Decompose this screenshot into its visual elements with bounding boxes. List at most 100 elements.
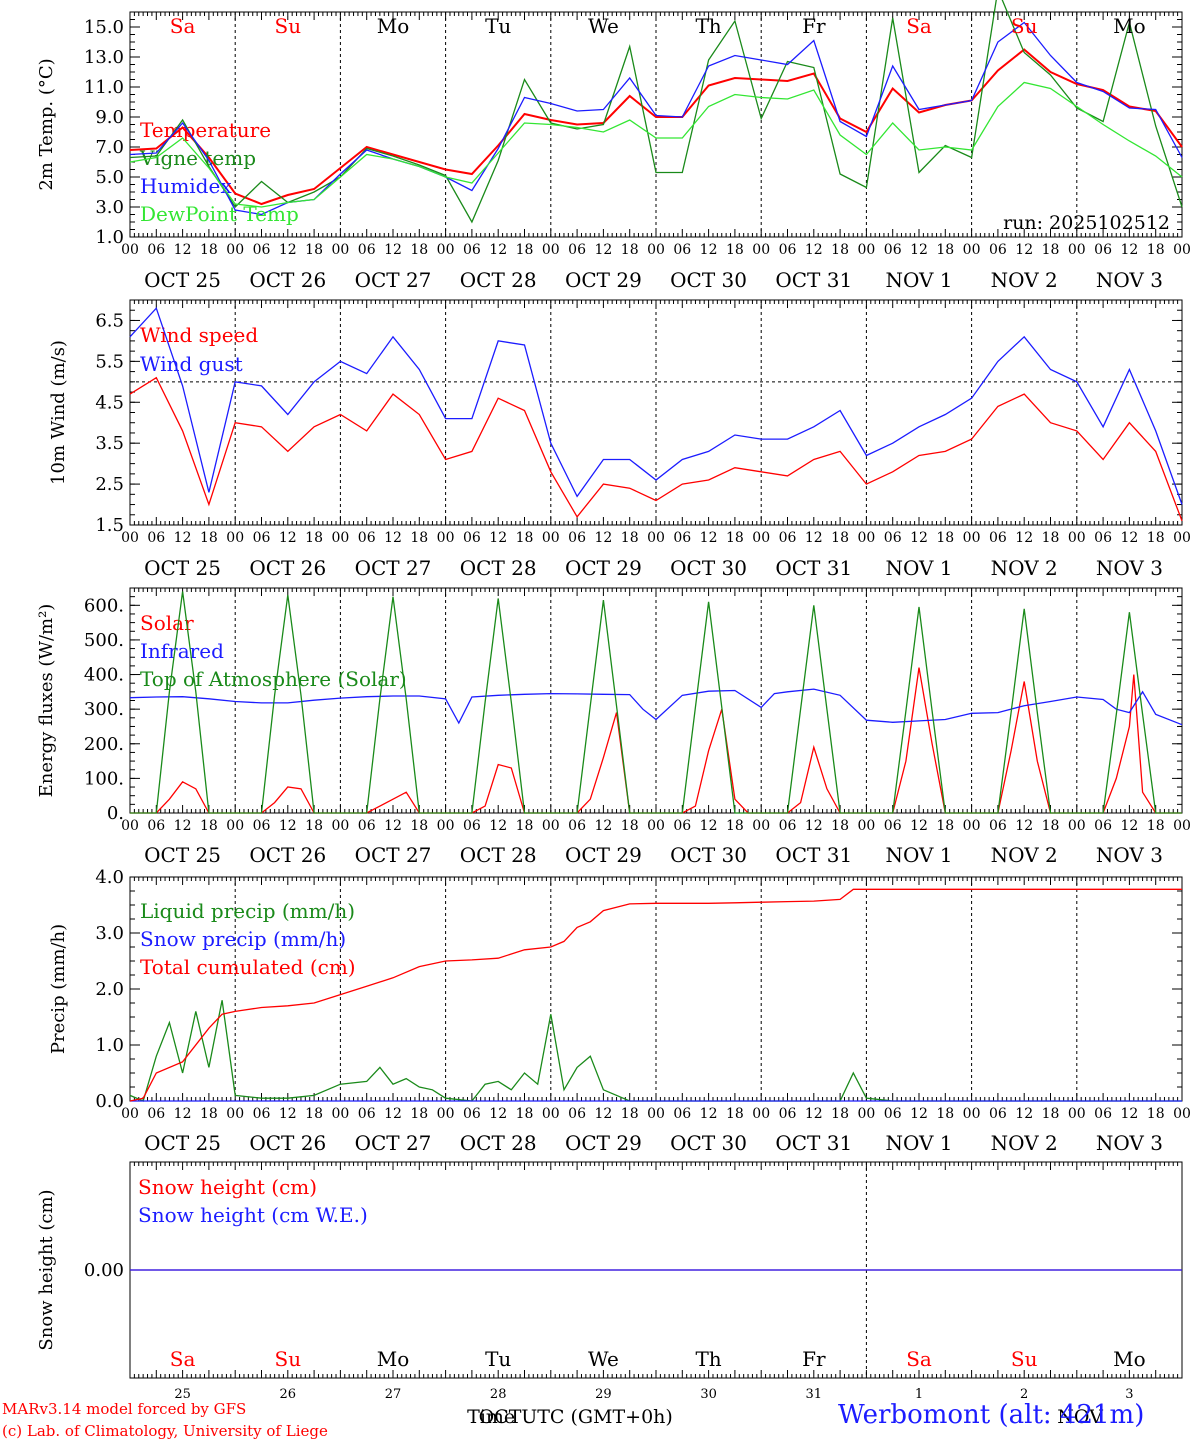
day-name-top: Sa <box>906 14 932 38</box>
hour-tick-label: 00 <box>437 818 455 834</box>
credits: MARv3.14 model forced by GFS (c) Lab. of… <box>2 1398 328 1442</box>
y-tick-label: 2.0 <box>95 979 124 1000</box>
hour-tick-label: 06 <box>989 242 1007 258</box>
hour-tick-label: 12 <box>279 818 297 834</box>
y-tick-label: 15.0 <box>84 17 124 38</box>
legend-entry: Snow height (cm) <box>138 1175 317 1199</box>
hour-tick-label: 18 <box>305 242 323 258</box>
date-label: OCT 27 <box>355 268 432 292</box>
hour-tick-label: 00 <box>857 242 875 258</box>
hour-tick-label: 18 <box>516 242 534 258</box>
hour-tick-label: 06 <box>568 1106 586 1122</box>
hour-tick-label: 00 <box>121 530 139 546</box>
date-label: OCT 31 <box>775 843 852 867</box>
hour-tick-label: 00 <box>1173 1106 1191 1122</box>
hour-tick-label: 12 <box>174 818 192 834</box>
hour-tick-label: 18 <box>410 530 428 546</box>
hour-tick-label: 00 <box>226 242 244 258</box>
hour-tick-label: 06 <box>779 530 797 546</box>
y-tick-label: 0.0 <box>95 1091 124 1112</box>
hour-tick-label: 18 <box>621 242 639 258</box>
hour-tick-label: 06 <box>779 242 797 258</box>
hour-tick-label: 18 <box>1042 530 1060 546</box>
date-label: NOV 2 <box>991 268 1058 292</box>
legend-entry: DewPoint Temp <box>140 202 299 226</box>
hour-tick-label: 12 <box>279 242 297 258</box>
hour-tick-label: 06 <box>1094 242 1112 258</box>
hour-tick-label: 12 <box>489 530 507 546</box>
hour-tick-label: 12 <box>1015 242 1033 258</box>
y-tick-label: 0.00 <box>84 1260 124 1281</box>
legend-entry: Liquid precip (mm/h) <box>140 899 355 923</box>
hour-tick-label: 12 <box>384 242 402 258</box>
hour-tick-label: 18 <box>1147 1106 1165 1122</box>
hour-tick-label: 06 <box>463 818 481 834</box>
y-axis-label: Energy fluxes (W/m²) <box>36 604 57 798</box>
hour-tick-label: 00 <box>121 818 139 834</box>
hour-tick-label: 12 <box>1015 1106 1033 1122</box>
date-label: NOV 1 <box>885 843 952 867</box>
y-tick-label: 3.5 <box>95 433 124 454</box>
hour-tick-label: 18 <box>516 530 534 546</box>
hour-tick-label: 18 <box>410 818 428 834</box>
hour-tick-label: 12 <box>594 242 612 258</box>
hour-tick-label: 06 <box>147 818 165 834</box>
day-number: 26 <box>280 1387 297 1402</box>
day-number: 30 <box>700 1387 717 1402</box>
y-tick-label: 4.0 <box>95 867 124 888</box>
hour-tick-label: 12 <box>384 530 402 546</box>
hour-tick-label: 18 <box>621 1106 639 1122</box>
hour-tick-label: 06 <box>673 242 691 258</box>
y-tick-label: 600. <box>84 595 124 616</box>
hour-tick-label: 12 <box>174 242 192 258</box>
hour-tick-label: 12 <box>489 818 507 834</box>
hour-tick-label: 00 <box>647 1106 665 1122</box>
y-tick-label: 1.0 <box>95 227 124 248</box>
date-label: OCT 28 <box>460 843 537 867</box>
hour-tick-label: 12 <box>700 242 718 258</box>
date-label: OCT 28 <box>460 268 537 292</box>
y-tick-label: 2.5 <box>95 474 124 495</box>
hour-tick-label: 06 <box>358 530 376 546</box>
date-label: OCT 26 <box>249 268 326 292</box>
day-name-top: Tu <box>485 14 511 38</box>
hour-tick-label: 12 <box>174 1106 192 1122</box>
hour-tick-label: 12 <box>174 530 192 546</box>
series-line-temperature <box>129 48 1183 206</box>
date-label: NOV 2 <box>991 556 1058 580</box>
hour-tick-label: 06 <box>779 1106 797 1122</box>
hour-tick-label: 06 <box>463 1106 481 1122</box>
series-line-top-of-atmosphere-solar- <box>130 591 1182 814</box>
hour-tick-label: 00 <box>542 242 560 258</box>
day-name-top: Su <box>275 14 302 38</box>
hour-tick-label: 06 <box>989 818 1007 834</box>
hour-tick-label: 18 <box>1042 818 1060 834</box>
hour-tick-label: 12 <box>279 530 297 546</box>
hour-tick-label: 12 <box>910 530 928 546</box>
hour-tick-label: 00 <box>963 1106 981 1122</box>
y-axis-label: 10m Wind (m/s) <box>48 340 69 485</box>
hour-tick-label: 06 <box>673 1106 691 1122</box>
date-label: NOV 3 <box>1096 268 1163 292</box>
date-label: NOV 3 <box>1096 556 1163 580</box>
date-label: OCT 25 <box>144 1131 221 1155</box>
hour-tick-label: 18 <box>936 818 954 834</box>
hour-tick-label: 06 <box>358 818 376 834</box>
y-tick-label: 0. <box>107 803 124 824</box>
y-tick-label: 6.5 <box>95 310 124 331</box>
day-name-bottom: Sa <box>170 1347 196 1371</box>
day-name-top: Su <box>1011 14 1038 38</box>
hour-tick-label: 18 <box>305 818 323 834</box>
hour-tick-label: 00 <box>542 530 560 546</box>
hour-tick-label: 12 <box>1120 242 1138 258</box>
hour-tick-label: 06 <box>147 530 165 546</box>
hour-tick-label: 18 <box>726 818 744 834</box>
hour-tick-label: 18 <box>936 242 954 258</box>
hour-tick-label: 06 <box>253 530 271 546</box>
hour-tick-label: 12 <box>489 1106 507 1122</box>
hour-tick-label: 00 <box>226 530 244 546</box>
y-tick-label: 3.0 <box>95 197 124 218</box>
day-name-bottom: Tu <box>485 1347 511 1371</box>
hour-tick-label: 18 <box>410 242 428 258</box>
